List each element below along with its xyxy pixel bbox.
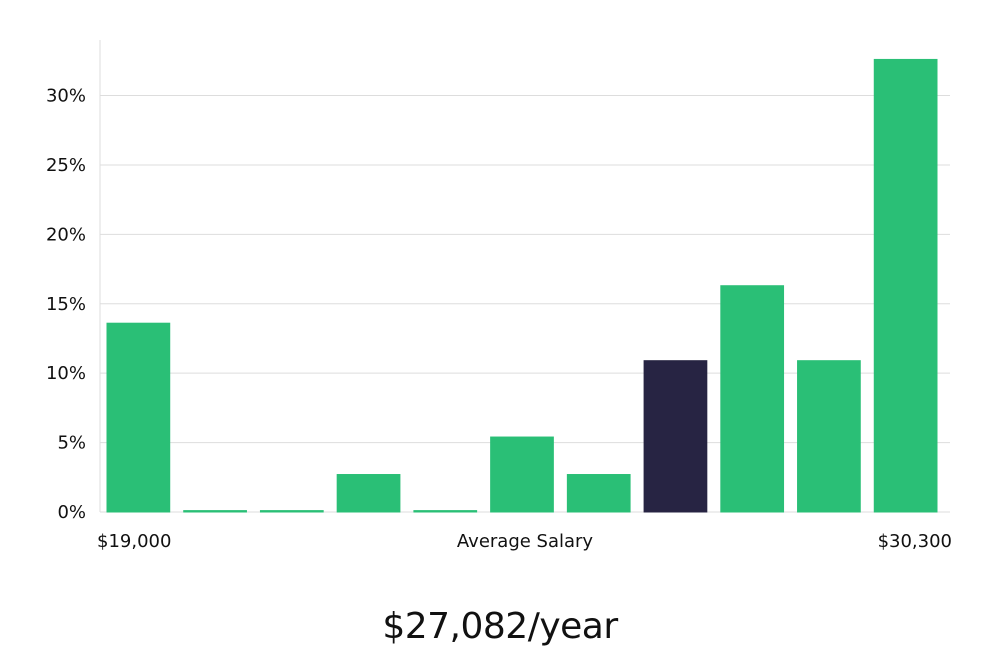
- y-tick-label: 20%: [46, 224, 86, 245]
- bar: [183, 510, 247, 513]
- bar: [566, 474, 631, 513]
- x-max-label: $30,300: [878, 531, 952, 552]
- grid-layer: [100, 95, 950, 513]
- y-tick-label: 10%: [46, 363, 86, 384]
- bar: [336, 474, 401, 513]
- salary-histogram: 0% 5% 10% 15% 20% 25% 30% $19,000 Average Sala…: [46, 40, 952, 552]
- y-tick-label: 25%: [46, 155, 86, 176]
- y-tick-label: 15%: [46, 294, 86, 315]
- bar: [873, 58, 938, 513]
- bar: [413, 510, 478, 513]
- bar: [797, 360, 861, 513]
- y-tick-label: 0%: [57, 502, 86, 523]
- bar: [720, 285, 785, 513]
- bar: [490, 436, 554, 513]
- y-tick-label: 5%: [57, 433, 86, 454]
- bar-highlighted: [643, 360, 708, 513]
- bars-layer: [106, 58, 938, 513]
- y-tick-labels: 0% 5% 10% 15% 20% 25% 30%: [46, 86, 86, 523]
- bar: [106, 322, 171, 513]
- chart-svg: 0% 5% 10% 15% 20% 25% 30% $19,000 Average Sala…: [46, 40, 952, 552]
- x-min-label: $19,000: [97, 531, 171, 552]
- average-salary-headline: $27,082/year: [382, 606, 618, 647]
- bar: [259, 510, 324, 513]
- x-axis-label: Average Salary: [457, 531, 594, 552]
- y-tick-label: 30%: [46, 86, 86, 107]
